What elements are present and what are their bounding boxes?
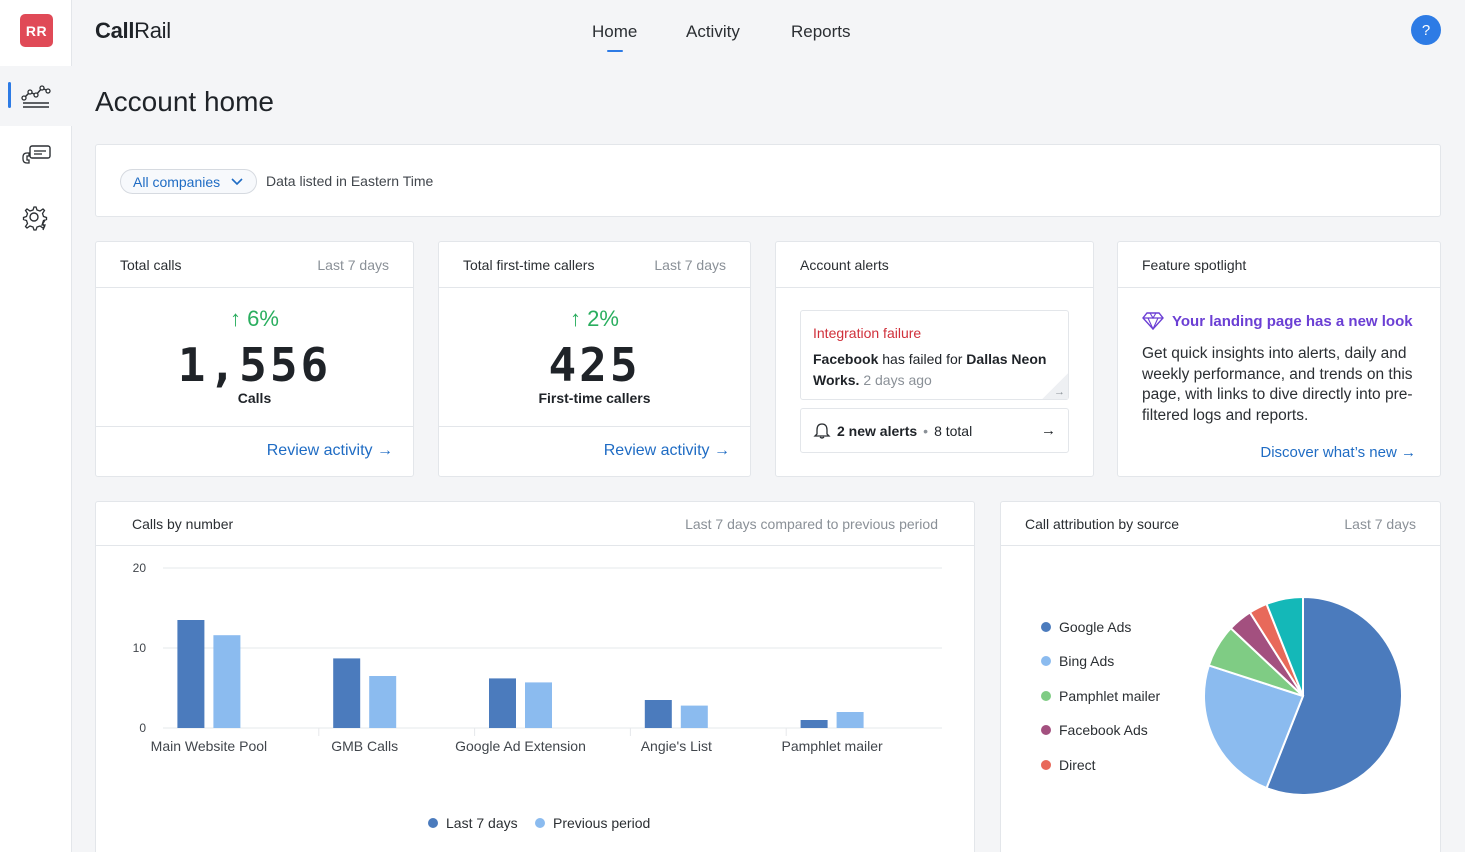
account-avatar[interactable]: RR xyxy=(20,14,53,47)
spotlight-text: Get quick insights into alerts, daily an… xyxy=(1142,345,1413,424)
card-title: Account alerts xyxy=(800,257,889,273)
analytics-chart-icon xyxy=(21,85,51,108)
first-time-callers-card: Total first-time callers Last 7 days ↑ 2%… xyxy=(438,241,751,477)
pie-slice-google-ads xyxy=(1265,595,1403,796)
bar-previous-period xyxy=(680,705,708,728)
pie-slice-other xyxy=(1265,595,1304,697)
integration-failure-alert[interactable]: Integration failure Facebook has failed … xyxy=(800,310,1069,400)
change-percent: ↑ 2% xyxy=(570,306,619,331)
card-period: Last 7 days xyxy=(1344,516,1416,532)
x-tick-label: Google Ad Extension xyxy=(455,738,586,754)
call-attribution-pie xyxy=(1203,595,1403,796)
card-period: Last 7 days compared to previous period xyxy=(685,516,938,532)
bell-icon xyxy=(813,422,831,439)
legend-item-pamphlet-mailer[interactable]: Pamphlet mailer xyxy=(1041,688,1160,704)
chevron-down-icon xyxy=(231,177,243,185)
card-title: Total calls xyxy=(120,257,182,273)
bar-last-7-days xyxy=(177,620,205,728)
bar-last-7-days xyxy=(489,678,516,728)
nav-home[interactable]: Home xyxy=(592,22,638,52)
card-title: Calls by number xyxy=(132,516,234,532)
card-title: Total first-time callers xyxy=(463,257,595,273)
bar-previous-period xyxy=(369,676,397,728)
arrow-right-icon: → xyxy=(377,442,393,459)
legend-swatch xyxy=(428,818,438,828)
nav-reports[interactable]: Reports xyxy=(791,22,851,41)
spotlight-headline: Your landing page has a new look xyxy=(1142,312,1413,330)
legend-item-google-ads[interactable]: Google Ads xyxy=(1041,619,1131,635)
y-tick-label: 20 xyxy=(133,561,147,575)
help-button[interactable]: ? xyxy=(1411,15,1441,45)
company-select-label: All companies xyxy=(133,173,221,190)
legend-item-bing-ads[interactable]: Bing Ads xyxy=(1041,653,1114,669)
bar-previous-period xyxy=(213,635,241,728)
first-time-callers-value: 425 xyxy=(548,338,641,392)
total-calls-card: Total calls Last 7 days ↑ 6% 1,556 Calls … xyxy=(95,241,414,477)
legend-item-last-7-days[interactable]: Last 7 days xyxy=(428,815,518,831)
legend-item-facebook-ads[interactable]: Facebook Ads xyxy=(1041,722,1148,738)
alert-text: Facebook has failed for Dallas Neon Work… xyxy=(813,351,1047,388)
sidebar-item-analytics[interactable] xyxy=(0,66,72,126)
new-alerts-count: 2 new alerts xyxy=(837,422,918,439)
arrow-right-icon: → xyxy=(1401,444,1416,461)
card-period: Last 7 days xyxy=(654,257,726,273)
sidebar-item-call-flows[interactable] xyxy=(0,126,72,186)
arrow-right-icon: → xyxy=(714,442,730,459)
calls-by-number-chart: 0 10 20 Main Website Pool GMB Calls Google Ad… xyxy=(133,561,942,754)
bar-previous-period xyxy=(525,682,552,728)
bar-last-7-days xyxy=(644,700,672,728)
total-calls-value: 1,556 xyxy=(177,338,332,392)
sidebar: RR xyxy=(0,0,72,852)
discover-whats-new-link[interactable]: Discover what’s new → xyxy=(1260,444,1416,461)
legend-swatch xyxy=(535,818,545,828)
sidebar-item-settings[interactable] xyxy=(0,188,72,248)
page-title: Account home xyxy=(95,86,274,117)
arrow-up-icon: ↑ xyxy=(570,306,582,331)
review-activity-link[interactable]: Review activity → xyxy=(266,442,393,459)
calls-by-number-card: Calls by number Last 7 days compared to p… xyxy=(95,501,975,852)
arrow-up-icon: ↑ xyxy=(230,306,242,331)
review-activity-link[interactable]: Review activity → xyxy=(603,442,730,459)
arrow-right-icon: → xyxy=(1054,386,1065,398)
callrail-logo[interactable]: CallRail xyxy=(95,18,171,43)
bar-previous-period xyxy=(836,712,864,728)
y-tick-label: 0 xyxy=(139,721,146,735)
account-alerts-card: Account alerts Integration failure Faceb… xyxy=(775,241,1094,477)
filter-bar: All companies Data listed in Eastern Tim… xyxy=(95,144,1441,217)
call-attribution-card: Call attribution by source Last 7 days Go… xyxy=(1000,501,1441,852)
change-percent: ↑ 6% xyxy=(230,306,279,331)
x-tick-label: Main Website Pool xyxy=(151,738,267,754)
legend-item-previous-period[interactable]: Previous period xyxy=(535,815,650,831)
company-select[interactable]: All companies xyxy=(120,169,258,194)
call-flow-icon xyxy=(22,145,51,164)
y-tick-label: 10 xyxy=(133,641,147,655)
settings-gear-icon xyxy=(22,206,48,231)
card-period: Last 7 days xyxy=(317,257,389,273)
card-title: Call attribution by source xyxy=(1025,516,1180,532)
feature-spotlight-card: Feature spotlight Your landing page has … xyxy=(1117,241,1441,477)
total-alerts-count: 8 total xyxy=(934,422,973,439)
nav-activity[interactable]: Activity xyxy=(686,22,740,41)
x-tick-label: Pamphlet mailer xyxy=(782,738,883,754)
pie-slice-bing-ads xyxy=(1203,664,1305,790)
bar-last-7-days xyxy=(333,658,361,728)
x-tick-label: GMB Calls xyxy=(331,738,398,754)
arrow-right-icon: → xyxy=(1041,422,1056,439)
first-time-callers-label: First-time callers xyxy=(538,390,651,406)
card-title: Feature spotlight xyxy=(1142,257,1247,273)
timezone-note: Data listed in Eastern Time xyxy=(266,173,434,189)
total-calls-label: Calls xyxy=(237,390,272,406)
x-tick-label: Angie's List xyxy=(641,738,712,754)
diamond-icon xyxy=(1142,312,1164,330)
alerts-summary-row[interactable]: 2 new alerts • 8 total → xyxy=(800,408,1069,453)
legend-item-direct[interactable]: Direct xyxy=(1041,757,1096,773)
alert-title: Integration failure xyxy=(813,325,922,341)
bar-last-7-days xyxy=(800,720,828,728)
